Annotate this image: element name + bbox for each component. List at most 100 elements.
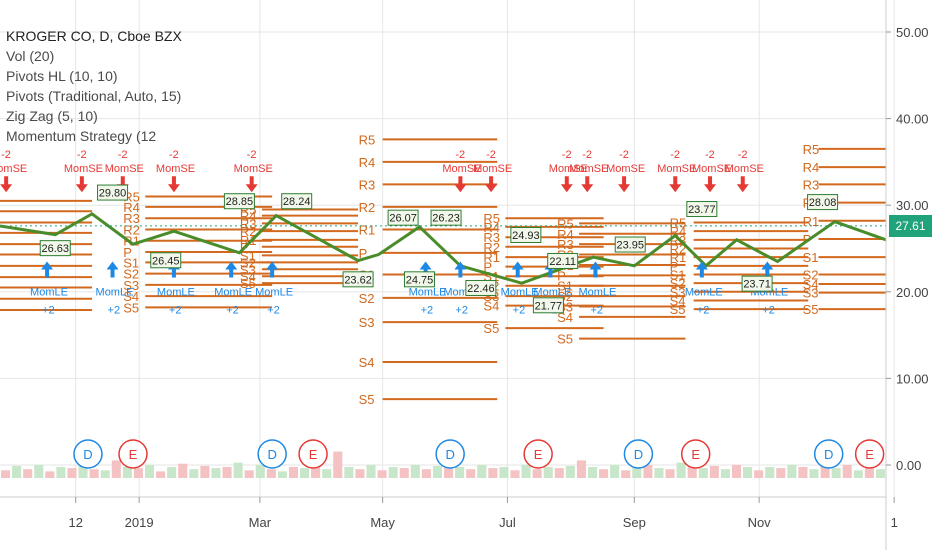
long-entry-label: MomLE [501, 286, 539, 298]
pivot-level-label: P [359, 246, 368, 261]
long-entry-qty: +2 [226, 304, 239, 316]
zigzag-price-label-box [465, 279, 497, 296]
y-tick-label: 50.00 [896, 25, 929, 40]
pivot-level-label: S5 [803, 302, 819, 317]
volume-bar [111, 460, 121, 478]
dividend-marker[interactable]: D [623, 439, 654, 469]
volume-bar [565, 465, 575, 478]
pivot-level-label: S4 [359, 355, 375, 370]
zigzag-price-label: 24.75 [406, 274, 434, 286]
zigzag-price-label-box [547, 252, 579, 269]
pivot-level-label: P [670, 259, 679, 274]
event-marker-letter: E [129, 447, 138, 462]
indicator-momentum-strategy[interactable]: Momentum Strategy (12 [6, 128, 157, 144]
short-entry-label: MomSE [569, 163, 608, 175]
earnings-marker[interactable]: E [118, 439, 148, 469]
zigzag-price-label: 23.62 [344, 274, 372, 286]
indicator-pivots-hl[interactable]: Pivots HL (10, 10) [6, 68, 118, 84]
event-marker-circle [623, 439, 654, 469]
volume-bar [200, 465, 210, 478]
long-entry-arrow-icon [761, 261, 774, 278]
long-entry-label: MomLE [157, 286, 195, 298]
pivot-level-label: R3 [240, 216, 257, 231]
volume-bar [554, 468, 564, 478]
volume-bar [432, 465, 442, 478]
pivot-level-label: R4 [240, 209, 257, 224]
pivot-level-label: S5 [483, 321, 499, 336]
volume-bar [665, 469, 675, 478]
short-entry-arrow-icon [167, 176, 180, 193]
pivot-level-label: R2 [670, 242, 687, 257]
pivot-level-label: R3 [123, 211, 140, 226]
volume-bar [787, 464, 797, 478]
indicator-zigzag[interactable]: Zig Zag (5, 10) [6, 108, 98, 124]
short-entry-arrow-icon [75, 176, 88, 193]
short-entry-qty: -2 [486, 149, 496, 161]
volume-bar [122, 467, 132, 478]
short-entry-label: MomSE [442, 163, 481, 175]
short-entry-label: MomSE [725, 163, 764, 175]
zigzag-price-label: 23.77 [688, 204, 716, 216]
earnings-marker[interactable]: E [680, 439, 711, 469]
volume-bar [255, 464, 265, 478]
dividend-marker[interactable]: D [257, 439, 287, 469]
pivot-level-label: S1 [557, 279, 573, 294]
dividend-marker[interactable]: D [435, 439, 465, 469]
event-marker-circle [257, 439, 287, 469]
event-marker-circle [298, 439, 328, 469]
zigzag-price-label-box [807, 194, 839, 211]
long-entry-qty: +2 [590, 304, 603, 316]
pivot-level-label: R4 [123, 200, 140, 215]
volume-bar [543, 467, 553, 478]
zigzag-price-label: 26.63 [41, 243, 69, 255]
pivot-level-label: P [123, 245, 132, 260]
indicator-pivots-traditional[interactable]: Pivots (Traditional, Auto, 15) [6, 88, 182, 104]
volume-bar [599, 469, 609, 478]
volume-bar [311, 465, 321, 478]
volume-bar [100, 470, 110, 478]
volume-bar [399, 468, 409, 478]
strategy-signals: MomLE +2 MomLE +2 MomLE +2 MomLE +2 MomLE +2 MomLE… [0, 149, 788, 316]
short-entry-label: MomSE [657, 163, 696, 175]
volume-bar [731, 464, 742, 478]
x-tick-label: 12 [68, 515, 82, 530]
long-entry-label: MomLE [409, 286, 447, 298]
short-entry-qty: -2 [562, 149, 572, 161]
earnings-marker[interactable]: E [854, 439, 885, 469]
volume-bar [133, 468, 143, 478]
pivot-level-label: R1 [803, 214, 820, 229]
zigzag-price-label: 22.11 [549, 256, 576, 268]
pivot-level-label: R3 [359, 177, 376, 192]
volume-bar [189, 469, 199, 478]
volume-bar [466, 469, 476, 478]
indicator-volume[interactable]: Vol (20) [6, 48, 55, 64]
volume-bar [455, 467, 465, 478]
earnings-marker[interactable]: E [298, 439, 328, 469]
pivot-level-label: S2 [359, 291, 375, 306]
dividend-marker[interactable]: D [73, 439, 103, 469]
long-entry-arrow-icon [695, 261, 708, 278]
short-entry-qty: -2 [1, 149, 11, 161]
volume-bar [654, 468, 664, 478]
long-entry-arrow-icon [225, 261, 238, 278]
zigzag-price-label: 26.23 [432, 213, 460, 225]
long-entry-label: MomLE [578, 286, 616, 298]
y-tick-label: 20.00 [896, 285, 929, 300]
zigzag-price-label: 22.46 [467, 283, 495, 295]
dividend-marker[interactable]: D [813, 439, 844, 469]
volume-bar [288, 467, 299, 478]
long-entry-label: MomLE [30, 286, 68, 298]
volume-bar [444, 462, 454, 478]
short-entry-qty: -2 [118, 149, 128, 161]
pivot-level-label: S3 [803, 286, 819, 301]
zigzag-price-label: 23.71 [743, 279, 771, 291]
long-entry-arrow-icon [511, 261, 524, 278]
symbol-title[interactable]: KROGER CO, D, Cboe BZX [6, 28, 182, 44]
pivot-level-label: S2 [670, 276, 686, 291]
event-marker-letter: E [534, 447, 543, 462]
zigzag-series [0, 212, 887, 285]
earnings-marker[interactable]: E [523, 439, 553, 469]
